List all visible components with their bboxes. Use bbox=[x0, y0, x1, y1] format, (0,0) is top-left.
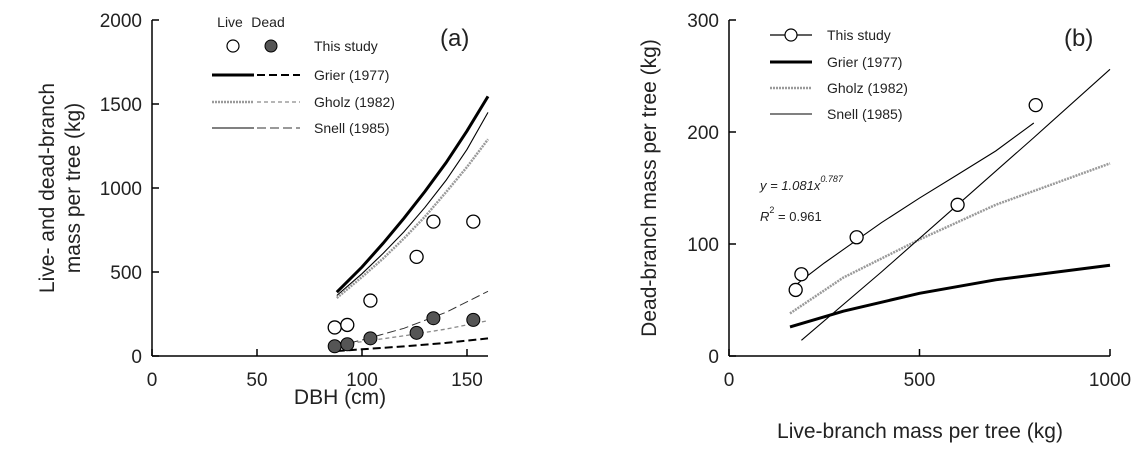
legend-this-study: This study bbox=[314, 38, 378, 54]
panel-b-this-study-point bbox=[849, 230, 864, 245]
panel-a-this-study-dead-point bbox=[340, 337, 355, 352]
regression-equation: y = 1.081x0.787 bbox=[759, 174, 844, 193]
panel-b-x-label: Live-branch mass per tree (kg) bbox=[777, 420, 1063, 443]
panel-a-this-study-dead-point bbox=[409, 325, 424, 340]
panel-a-grier-1977-live-line bbox=[335, 95, 490, 294]
panel-b-this-study-fit-line bbox=[793, 122, 1035, 288]
panel-a-y-tick-label: 500 bbox=[110, 263, 142, 284]
panel-a-legend: Live Dead This study Grier (1977) Gholz … bbox=[212, 14, 395, 136]
panel-a-x-tick-label: 50 bbox=[246, 370, 267, 391]
panel-a-this-study-dead-point bbox=[363, 331, 378, 346]
legend-live-marker bbox=[226, 39, 240, 53]
legend-b-snell: Snell (1985) bbox=[827, 106, 903, 122]
panel-a-y-tick-label: 1000 bbox=[100, 179, 142, 200]
regression-equation-exponent: 0.787 bbox=[820, 174, 844, 184]
panel-b-this-study-point bbox=[794, 267, 809, 282]
regression-equation-base: y = 1.081x bbox=[759, 178, 821, 193]
panel-a-this-study-live-point bbox=[426, 214, 441, 229]
panel-a-y-label-line2: mass per tree (kg) bbox=[62, 103, 85, 273]
legend-snell: Snell (1985) bbox=[314, 120, 390, 136]
panel-a-x-tick-label: 150 bbox=[451, 370, 483, 391]
panel-b-label: (b) bbox=[1064, 25, 1093, 52]
panel-b-y-ticks: 0 100 200 300 bbox=[687, 11, 736, 368]
panel-a-y-tick-label: 2000 bbox=[100, 11, 142, 32]
panel-a-x-ticks: 0 50 100 150 bbox=[147, 349, 483, 391]
panel-a-y-tick-label: 1500 bbox=[100, 95, 142, 116]
panel-a-y-label-line1: Live- and dead-branch bbox=[36, 83, 59, 293]
panel-b-x-tick-label: 1000 bbox=[1089, 370, 1131, 391]
r-squared-exponent: 2 bbox=[769, 205, 774, 215]
r-squared: R2 = 0.961 bbox=[760, 205, 822, 224]
panel-a-y-tick-label: 0 bbox=[131, 347, 142, 368]
legend-b-this-study: This study bbox=[827, 27, 891, 43]
panel-a-label: (a) bbox=[440, 25, 469, 52]
panel-b-this-study-point bbox=[950, 197, 965, 212]
panel-b-y-tick-label: 100 bbox=[687, 235, 719, 256]
panel-b-y-tick-label: 200 bbox=[687, 123, 719, 144]
panel-a-points bbox=[327, 214, 481, 354]
panel-a-grier-1977-dead-line bbox=[336, 337, 489, 352]
panel-b-x-tick-label: 500 bbox=[904, 370, 936, 391]
panel-b-this-study-point bbox=[788, 282, 803, 298]
panel-b-points bbox=[788, 97, 1043, 298]
panel-a-this-study-live-point bbox=[340, 317, 355, 333]
legend-b-grier: Grier (1977) bbox=[827, 54, 902, 70]
panel-b-grier-1977-line bbox=[789, 263, 1111, 329]
panel-b-gholz-1982-line bbox=[789, 162, 1111, 315]
r-squared-value: = 0.961 bbox=[774, 209, 821, 224]
panel-a-this-study-dead-point bbox=[426, 311, 441, 326]
panel-a-this-study-live-point bbox=[327, 320, 342, 335]
legend-b-this-study-marker bbox=[784, 28, 798, 42]
panel-b-y-tick-label: 0 bbox=[708, 347, 719, 368]
legend-col-live: Live bbox=[217, 14, 243, 30]
panel-b-legend: This study Grier (1977) Gholz (1982) Sne… bbox=[770, 27, 908, 122]
legend-dead-marker bbox=[264, 39, 278, 53]
panel-b-y-label: Dead-branch mass per tree (kg) bbox=[638, 39, 661, 337]
panel-b-x-tick-label: 0 bbox=[724, 370, 735, 391]
chart-panel-a: 0 500 1000 1500 2000 0 50 100 150 DBH (cm) Live… bbox=[36, 11, 490, 409]
legend-col-dead: Dead bbox=[251, 14, 284, 30]
legend-grier: Grier (1977) bbox=[314, 67, 389, 83]
panel-a-this-study-live-point bbox=[363, 293, 378, 308]
panel-b-x-ticks: 0 500 1000 bbox=[724, 349, 1131, 391]
panel-b-y-tick-label: 300 bbox=[687, 11, 719, 32]
chart-panel-b: 0 100 200 300 0 500 1000 Live-branch mass per… bbox=[638, 11, 1131, 443]
panel-a-x-tick-label: 0 bbox=[147, 370, 158, 391]
panel-a-this-study-dead-point bbox=[327, 339, 342, 354]
panel-b-this-study-point bbox=[1028, 97, 1043, 113]
legend-b-gholz: Gholz (1982) bbox=[827, 80, 908, 96]
panel-a-this-study-live-point bbox=[466, 214, 481, 229]
r-squared-label: R bbox=[760, 209, 769, 224]
panel-a-this-study-dead-point bbox=[466, 312, 481, 327]
panel-a-gholz-1982-live-line bbox=[335, 138, 489, 299]
panel-a-x-tick-label: 100 bbox=[346, 370, 378, 391]
legend-gholz: Gholz (1982) bbox=[314, 94, 395, 110]
panel-a-this-study-live-point bbox=[409, 249, 424, 265]
panel-a-y-ticks: 0 500 1000 1500 2000 bbox=[100, 11, 159, 368]
panel-a-x-label: DBH (cm) bbox=[294, 386, 386, 409]
panel-a-snell-1985-live-line bbox=[336, 112, 489, 296]
